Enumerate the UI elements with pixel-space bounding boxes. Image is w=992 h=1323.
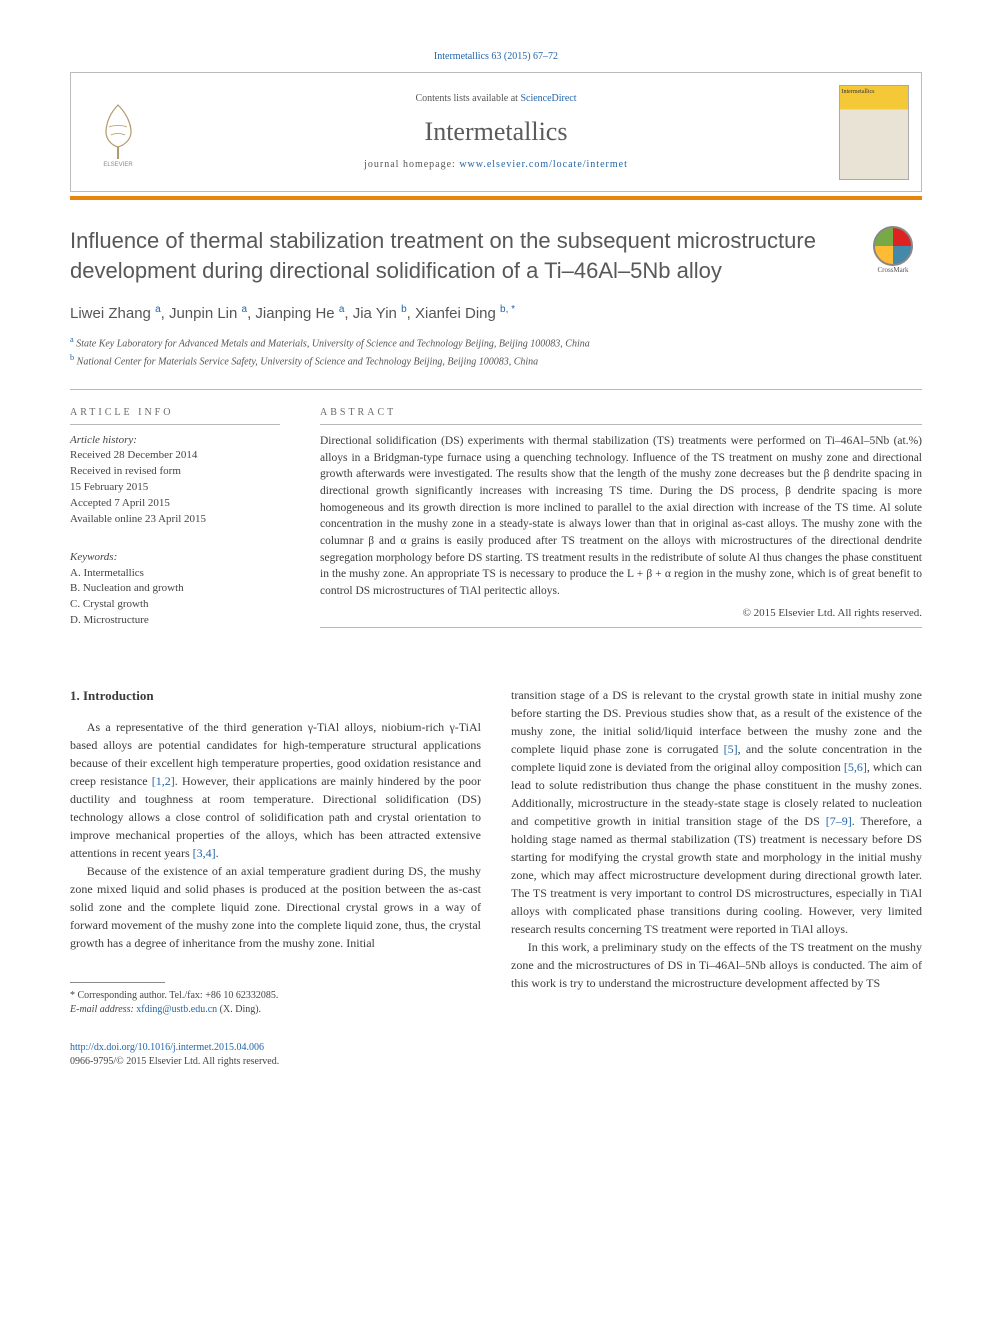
- crossmark-badge[interactable]: CrossMark: [864, 226, 922, 284]
- intro-para-4: In this work, a preliminary study on the…: [511, 938, 922, 992]
- cover-label: Intermetallics: [842, 89, 875, 95]
- contents-available-line: Contents lists available at ScienceDirec…: [415, 92, 576, 106]
- corresponding-email-link[interactable]: xfding@ustb.edu.cn: [136, 1004, 217, 1015]
- issn-copyright: 0966-9795/© 2015 Elsevier Ltd. All right…: [70, 1056, 279, 1067]
- journal-homepage-line: journal homepage: www.elsevier.com/locat…: [364, 158, 628, 172]
- history-item: Received in revised form: [70, 464, 280, 480]
- email-label: E-mail address:: [70, 1004, 136, 1015]
- crossmark-label: CrossMark: [877, 266, 908, 276]
- article-info-column: ARTICLE INFO Article history: Received 2…: [70, 390, 280, 636]
- abstract-column: ABSTRACT Directional solidification (DS)…: [320, 390, 922, 636]
- affiliation-line: a State Key Laboratory for Advanced Meta…: [70, 334, 922, 351]
- history-item: 15 February 2015: [70, 480, 280, 496]
- intro-heading: 1. Introduction: [70, 686, 481, 706]
- affiliations: a State Key Laboratory for Advanced Meta…: [70, 334, 922, 369]
- corresponding-author-note: * Corresponding author. Tel./fax: +86 10…: [70, 989, 481, 1003]
- email-line: E-mail address: xfding@ustb.edu.cn (X. D…: [70, 1003, 481, 1017]
- ref-link[interactable]: [1,2]: [152, 774, 175, 788]
- sciencedirect-link[interactable]: ScienceDirect: [520, 93, 576, 104]
- publisher-logo: ELSEVIER: [71, 73, 166, 191]
- keywords-label: Keywords:: [70, 550, 280, 565]
- history-item: Received 28 December 2014: [70, 448, 280, 464]
- ref-link[interactable]: [5,6]: [844, 760, 867, 774]
- ref-link[interactable]: [7–9]: [826, 814, 852, 828]
- article-title: Influence of thermal stabilization treat…: [70, 226, 848, 285]
- journal-name: Intermetallics: [425, 114, 568, 150]
- doi-link[interactable]: http://dx.doi.org/10.1016/j.intermet.201…: [70, 1042, 264, 1053]
- abstract-text: Directional solidification (DS) experime…: [320, 433, 922, 600]
- intro-para-3: transition stage of a DS is relevant to …: [511, 686, 922, 938]
- accent-bar: [70, 196, 922, 200]
- keyword-item: C. Crystal growth: [70, 597, 280, 613]
- ref-link[interactable]: [3,4]: [193, 846, 216, 860]
- intro-para-1: As a representative of the third generat…: [70, 718, 481, 862]
- keyword-item: A. Intermetallics: [70, 566, 280, 582]
- email-suffix: (X. Ding).: [217, 1004, 261, 1015]
- journal-cover: Intermetallics: [826, 73, 921, 191]
- body-column-left: 1. Introduction As a representative of t…: [70, 686, 481, 1017]
- homepage-prefix: journal homepage:: [364, 159, 459, 170]
- contents-prefix: Contents lists available at: [415, 93, 520, 104]
- page-footer: http://dx.doi.org/10.1016/j.intermet.201…: [70, 1041, 922, 1069]
- abstract-label: ABSTRACT: [320, 406, 922, 420]
- journal-homepage-link[interactable]: www.elsevier.com/locate/intermet: [459, 159, 628, 170]
- citation-line: Intermetallics 63 (2015) 67–72: [70, 50, 922, 64]
- footnote-separator: [70, 982, 165, 983]
- svg-text:ELSEVIER: ELSEVIER: [103, 162, 133, 167]
- ref-link[interactable]: [5]: [724, 742, 738, 756]
- copyright-line: © 2015 Elsevier Ltd. All rights reserved…: [320, 606, 922, 621]
- article-info-label: ARTICLE INFO: [70, 406, 280, 420]
- intro-para-2: Because of the existence of an axial tem…: [70, 862, 481, 952]
- history-item: Available online 23 April 2015: [70, 512, 280, 528]
- author-list: Liwei Zhang a, Junpin Lin a, Jianping He…: [70, 303, 922, 324]
- journal-header: ELSEVIER Contents lists available at Sci…: [70, 72, 922, 192]
- history-label: Article history:: [70, 433, 280, 448]
- affiliation-line: b National Center for Materials Service …: [70, 352, 922, 369]
- body-column-right: transition stage of a DS is relevant to …: [511, 686, 922, 1017]
- crossmark-icon: [873, 226, 913, 266]
- keyword-item: D. Microstructure: [70, 613, 280, 629]
- history-item: Accepted 7 April 2015: [70, 496, 280, 512]
- keyword-item: B. Nucleation and growth: [70, 581, 280, 597]
- elsevier-tree-icon: ELSEVIER: [91, 97, 146, 167]
